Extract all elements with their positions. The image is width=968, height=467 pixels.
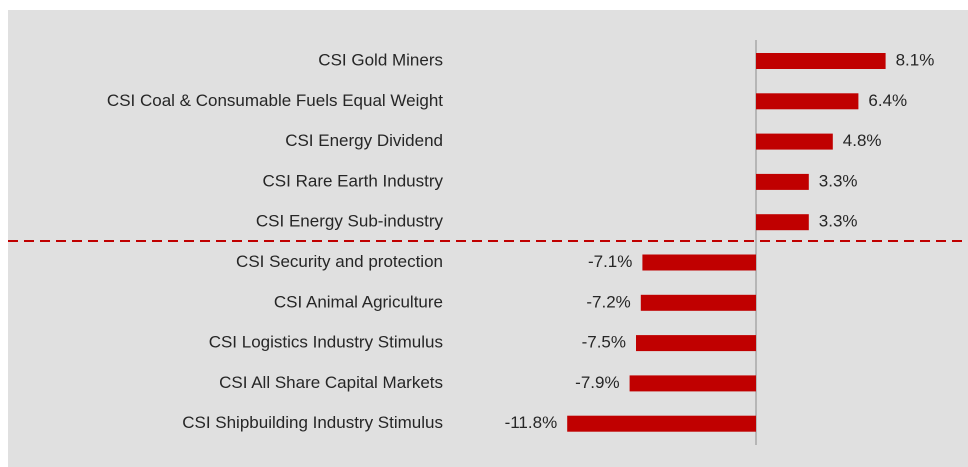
category-label: CSI Security and protection <box>236 252 443 271</box>
category-label: CSI Shipbuilding Industry Stimulus <box>182 413 443 432</box>
value-label: 8.1% <box>896 50 935 69</box>
bar <box>640 294 756 311</box>
value-label: -7.9% <box>575 373 619 392</box>
bar <box>756 133 833 150</box>
category-label: CSI Energy Sub-industry <box>256 212 444 231</box>
bar <box>756 173 809 190</box>
bar <box>756 214 809 231</box>
category-label: CSI Rare Earth Industry <box>263 171 444 190</box>
category-label: CSI Energy Dividend <box>285 131 443 150</box>
value-label: -11.8% <box>505 413 558 432</box>
bar <box>756 93 859 110</box>
value-label: -7.2% <box>586 292 630 311</box>
bar <box>629 375 756 392</box>
category-label: CSI All Share Capital Markets <box>219 373 443 392</box>
bar <box>636 335 756 352</box>
panel <box>8 10 968 467</box>
value-label: 3.3% <box>819 171 858 190</box>
bar <box>567 415 756 432</box>
bar <box>756 53 886 69</box>
value-label: 6.4% <box>868 91 907 110</box>
value-label: 4.8% <box>843 131 882 150</box>
value-label: 3.3% <box>819 212 858 231</box>
bar <box>642 254 756 271</box>
value-label: -7.5% <box>582 333 626 352</box>
category-label: CSI Logistics Industry Stimulus <box>209 333 443 352</box>
category-label: CSI Gold Miners <box>318 50 443 69</box>
category-label: CSI Coal & Consumable Fuels Equal Weight <box>107 91 443 110</box>
category-label: CSI Animal Agriculture <box>274 292 443 311</box>
value-label: -7.1% <box>588 252 632 271</box>
